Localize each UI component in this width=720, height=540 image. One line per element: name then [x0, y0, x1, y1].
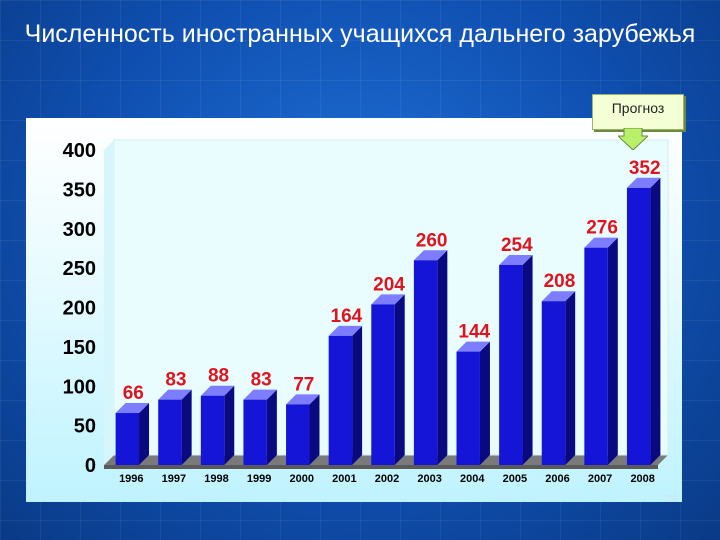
data-label: 254	[501, 235, 533, 256]
bar-side	[522, 254, 533, 465]
y-tick-label: 400	[63, 140, 96, 162]
y-axis-ticks: 0 50 100 150 200 250 300 350 400	[63, 140, 96, 477]
bar-top	[584, 237, 618, 248]
bar-top	[413, 250, 448, 261]
bar-side	[437, 250, 448, 465]
bar-front	[626, 187, 651, 466]
data-label: 83	[251, 370, 272, 391]
bar-front	[541, 301, 566, 465]
bar-front	[115, 413, 140, 465]
bar	[541, 291, 576, 465]
chart-floor-edge	[104, 465, 658, 469]
bar-top	[286, 394, 320, 405]
bar	[328, 325, 363, 465]
bar	[499, 254, 533, 465]
bar	[158, 389, 192, 465]
forecast-callout: Прогноз	[592, 94, 684, 130]
x-tick-label: 2001	[332, 473, 356, 485]
x-tick-label: 2008	[630, 473, 654, 485]
bar-front	[413, 260, 438, 465]
data-label: 144	[458, 322, 490, 343]
x-tick-label: 1998	[204, 473, 228, 485]
bar-front	[286, 404, 310, 465]
y-tick-label: 50	[74, 416, 96, 438]
x-tick-label: 2002	[375, 473, 399, 485]
bar-side	[352, 325, 363, 465]
bar-top	[158, 389, 192, 400]
data-label: 164	[331, 306, 363, 327]
data-label: 208	[544, 271, 576, 292]
bar	[115, 403, 150, 465]
bar	[243, 389, 277, 465]
y-tick-label: 100	[63, 376, 96, 398]
bar-side	[224, 385, 235, 465]
data-label: 88	[208, 366, 229, 387]
chart-side-wall	[104, 140, 114, 465]
x-tick-label: 2003	[417, 473, 441, 485]
bar-top	[115, 403, 150, 414]
data-label: 204	[373, 274, 405, 295]
data-label: 260	[416, 230, 448, 251]
x-tick-label: 2007	[588, 473, 612, 485]
y-tick-label: 250	[63, 258, 96, 280]
y-tick-label: 0	[85, 455, 96, 477]
page-number: 28	[664, 494, 676, 505]
data-label: 77	[293, 374, 314, 395]
x-tick-label: 2000	[290, 473, 314, 485]
bar-front	[499, 264, 523, 465]
bar-side	[394, 294, 405, 465]
x-tick-label: 2004	[460, 473, 485, 485]
bar-front	[584, 247, 608, 465]
bar-front	[158, 399, 182, 465]
bar-top	[541, 291, 576, 302]
bar	[584, 237, 618, 465]
x-tick-label: 2005	[503, 473, 527, 485]
bar-front	[328, 335, 353, 465]
bars	[115, 177, 661, 466]
y-tick-label: 150	[63, 337, 96, 359]
bar-top	[456, 341, 490, 352]
forecast-arrow-icon	[618, 128, 648, 150]
x-axis-ticks: 1996 1997 1998 1999 2000 2001 2002 2003 2004 2005…	[119, 473, 655, 485]
bar-front	[243, 399, 267, 465]
bar-front	[371, 304, 395, 465]
data-label: 66	[123, 383, 144, 404]
bar-top	[371, 294, 405, 305]
y-tick-label: 350	[63, 179, 96, 201]
bar	[626, 177, 661, 466]
data-labels: 66 83 88 83 77 164 204 260 144 254 208 276 352	[123, 158, 661, 404]
y-tick-label: 200	[63, 298, 96, 320]
bar-side	[181, 389, 192, 465]
bar-side	[607, 237, 618, 465]
bar-side	[565, 291, 576, 465]
bar	[413, 250, 448, 465]
bar	[200, 385, 235, 465]
y-tick-label: 300	[63, 219, 96, 241]
data-label: 352	[629, 158, 661, 179]
bar-top	[200, 385, 235, 396]
bar	[456, 341, 490, 465]
bar-side	[479, 341, 490, 465]
bar-side	[650, 177, 661, 466]
bar-front	[456, 351, 480, 465]
x-tick-label: 1997	[162, 473, 186, 485]
data-label: 276	[586, 218, 618, 239]
bar	[286, 394, 320, 465]
data-label: 83	[165, 370, 186, 391]
bar-top	[243, 389, 277, 400]
x-tick-label: 1996	[119, 473, 143, 485]
bar-top	[626, 177, 661, 188]
x-tick-label: 2006	[545, 473, 569, 485]
bar-top	[328, 325, 363, 336]
bar-side	[309, 394, 320, 465]
bar	[371, 294, 405, 465]
bar-side	[266, 389, 277, 465]
bar-top	[499, 254, 533, 265]
x-tick-label: 1999	[247, 473, 271, 485]
bar-front	[200, 395, 225, 465]
bar-side	[139, 403, 150, 465]
slide-title: Численность иностранных учащихся дальнег…	[24, 20, 696, 48]
